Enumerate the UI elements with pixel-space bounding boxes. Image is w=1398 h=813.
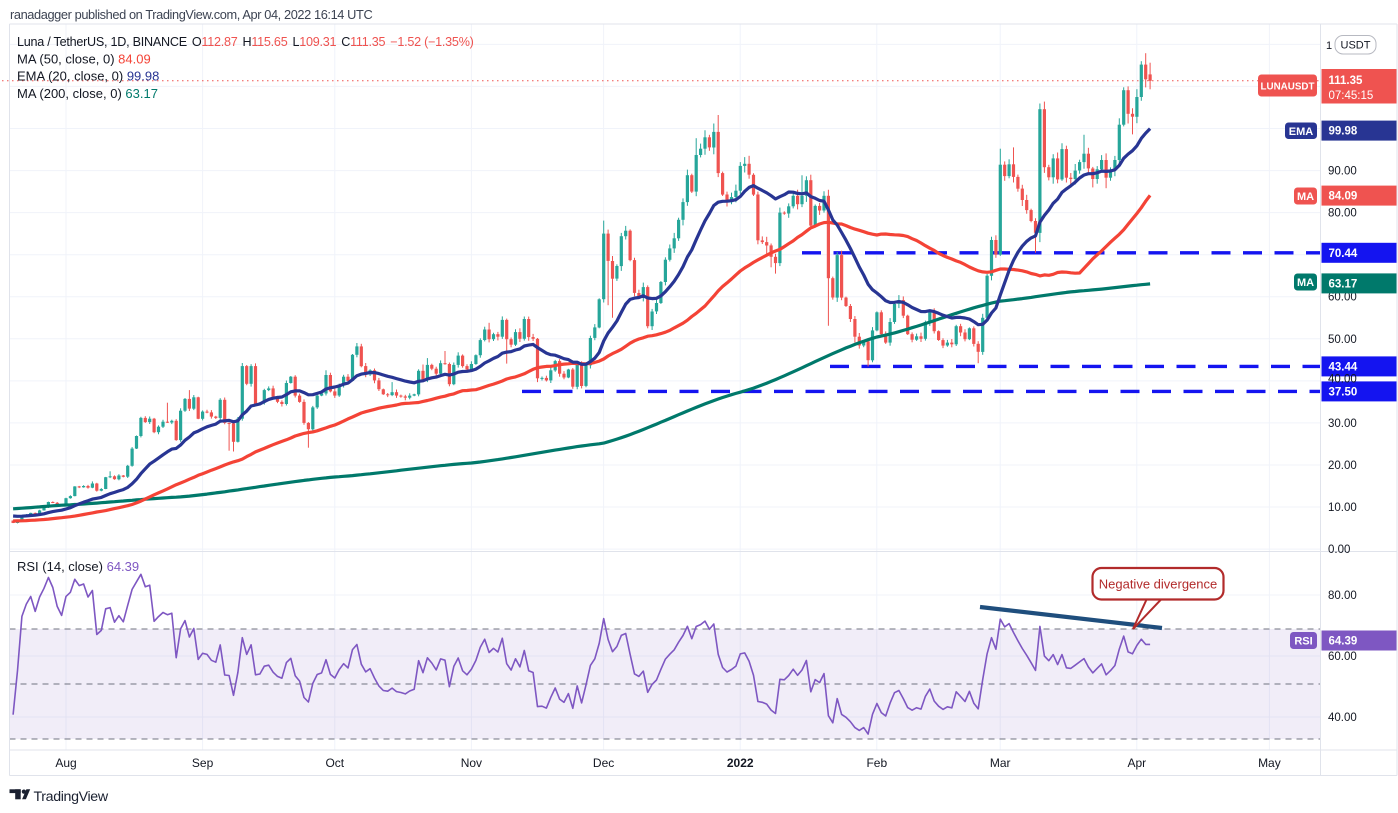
svg-text:40.00: 40.00 — [1328, 712, 1357, 724]
svg-text:Sep: Sep — [192, 756, 214, 770]
svg-text:64.39: 64.39 — [1329, 636, 1358, 648]
svg-text:TradingView: TradingView — [34, 789, 109, 805]
svg-text:30.00: 30.00 — [1328, 418, 1357, 430]
svg-text:Oct: Oct — [325, 756, 344, 770]
svg-text:07:45:15: 07:45:15 — [1329, 90, 1374, 102]
svg-text:50.00: 50.00 — [1328, 334, 1357, 346]
svg-text:EMA (20, close, 0) 99.98: EMA (20, close, 0) 99.98 — [17, 69, 159, 84]
svg-text:40.00: 40.00 — [1328, 374, 1357, 386]
svg-text:Nov: Nov — [461, 756, 482, 770]
svg-text:MA: MA — [1297, 277, 1314, 289]
svg-text:2022: 2022 — [727, 756, 754, 770]
svg-text:111.35: 111.35 — [1329, 75, 1364, 87]
svg-text:80.00: 80.00 — [1328, 590, 1357, 602]
svg-text:Dec: Dec — [593, 756, 614, 770]
svg-text:USDT: USDT — [1341, 40, 1371, 52]
svg-text:Negative divergence: Negative divergence — [1099, 577, 1218, 592]
svg-text:EMA: EMA — [1289, 126, 1314, 138]
svg-text:RSI (14, close) 64.39: RSI (14, close) 64.39 — [17, 559, 139, 574]
svg-text:MA (50, close, 0) 84.09: MA (50, close, 0) 84.09 — [17, 51, 151, 66]
svg-text:70.44: 70.44 — [1329, 248, 1358, 260]
svg-text:Feb: Feb — [866, 756, 887, 770]
svg-text:Apr: Apr — [1127, 756, 1146, 770]
svg-text:60.00: 60.00 — [1328, 651, 1357, 663]
svg-text:Mar: Mar — [990, 756, 1011, 770]
svg-text:20.00: 20.00 — [1328, 460, 1357, 472]
svg-text:43.44: 43.44 — [1329, 361, 1358, 373]
svg-text:0.00: 0.00 — [1328, 544, 1350, 556]
svg-text:RSI: RSI — [1294, 636, 1312, 648]
svg-text:Aug: Aug — [55, 756, 76, 770]
svg-text:May: May — [1258, 756, 1281, 770]
svg-text:99.98: 99.98 — [1329, 126, 1358, 138]
svg-text:ranadagger published on Tradin: ranadagger published on TradingView.com,… — [10, 7, 372, 22]
svg-text:1: 1 — [1326, 40, 1332, 52]
svg-text:37.50: 37.50 — [1329, 386, 1358, 398]
svg-text:MA (200, close, 0) 63.17: MA (200, close, 0) 63.17 — [17, 86, 158, 101]
svg-text:MA: MA — [1297, 191, 1314, 203]
svg-text:10.00: 10.00 — [1328, 502, 1357, 514]
svg-text:LUNAUSDT: LUNAUSDT — [1261, 82, 1315, 93]
svg-text:90.00: 90.00 — [1328, 166, 1357, 178]
svg-text:84.09: 84.09 — [1329, 191, 1358, 203]
svg-text:60.00: 60.00 — [1328, 292, 1357, 304]
svg-text:63.17: 63.17 — [1329, 278, 1358, 290]
svg-text:80.00: 80.00 — [1328, 208, 1357, 220]
